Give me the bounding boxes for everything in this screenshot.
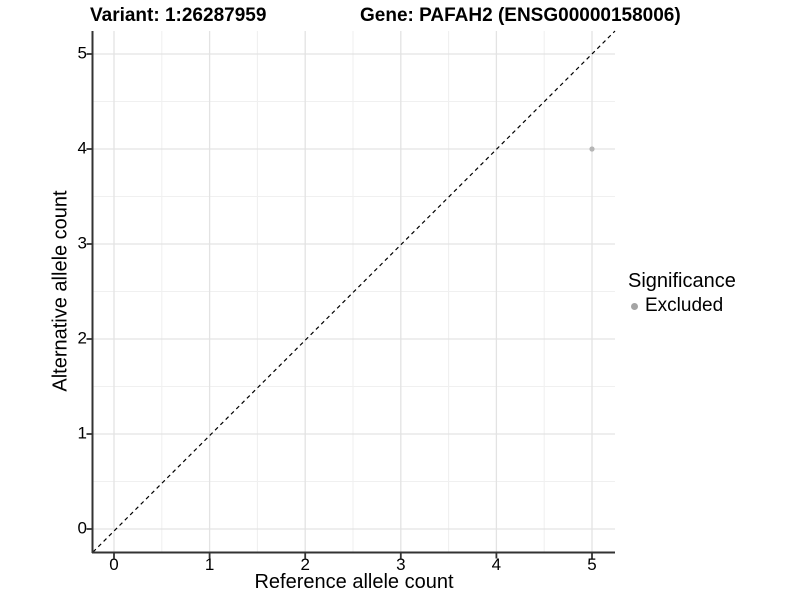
x-tick-label: 3 bbox=[396, 555, 406, 574]
plot-panel bbox=[86, 30, 616, 559]
y-tick-label: 3 bbox=[77, 233, 87, 253]
plot-title-gene: Gene: PAFAH2 (ENSG00000158006) bbox=[360, 5, 681, 26]
x-tick-label: 5 bbox=[587, 555, 597, 574]
y-tick-label: 0 bbox=[77, 518, 87, 538]
x-tick-label: 4 bbox=[491, 555, 502, 574]
legend: Significance Excluded bbox=[628, 270, 736, 317]
x-tick-label: 0 bbox=[109, 555, 119, 574]
legend-title: Significance bbox=[628, 270, 736, 292]
data-point bbox=[589, 146, 595, 152]
legend-point-icon bbox=[631, 302, 638, 310]
x-tick-label: 1 bbox=[204, 555, 215, 574]
identity-reference-line bbox=[92, 30, 616, 553]
y-tick-label: 1 bbox=[77, 423, 87, 443]
y-tick-label: 2 bbox=[77, 328, 87, 348]
legend-item-excluded: Excluded bbox=[628, 295, 736, 317]
y-axis-title: Alternative allele count bbox=[49, 190, 72, 392]
y-tick-label: 4 bbox=[77, 138, 87, 158]
y-tick-label: 5 bbox=[77, 43, 87, 63]
plot-title-variant: Variant: 1:26287959 bbox=[90, 5, 267, 26]
x-axis-title: Reference allele count bbox=[254, 571, 454, 593]
x-tick-label: 2 bbox=[300, 555, 310, 574]
legend-item-label: Excluded bbox=[645, 295, 724, 316]
